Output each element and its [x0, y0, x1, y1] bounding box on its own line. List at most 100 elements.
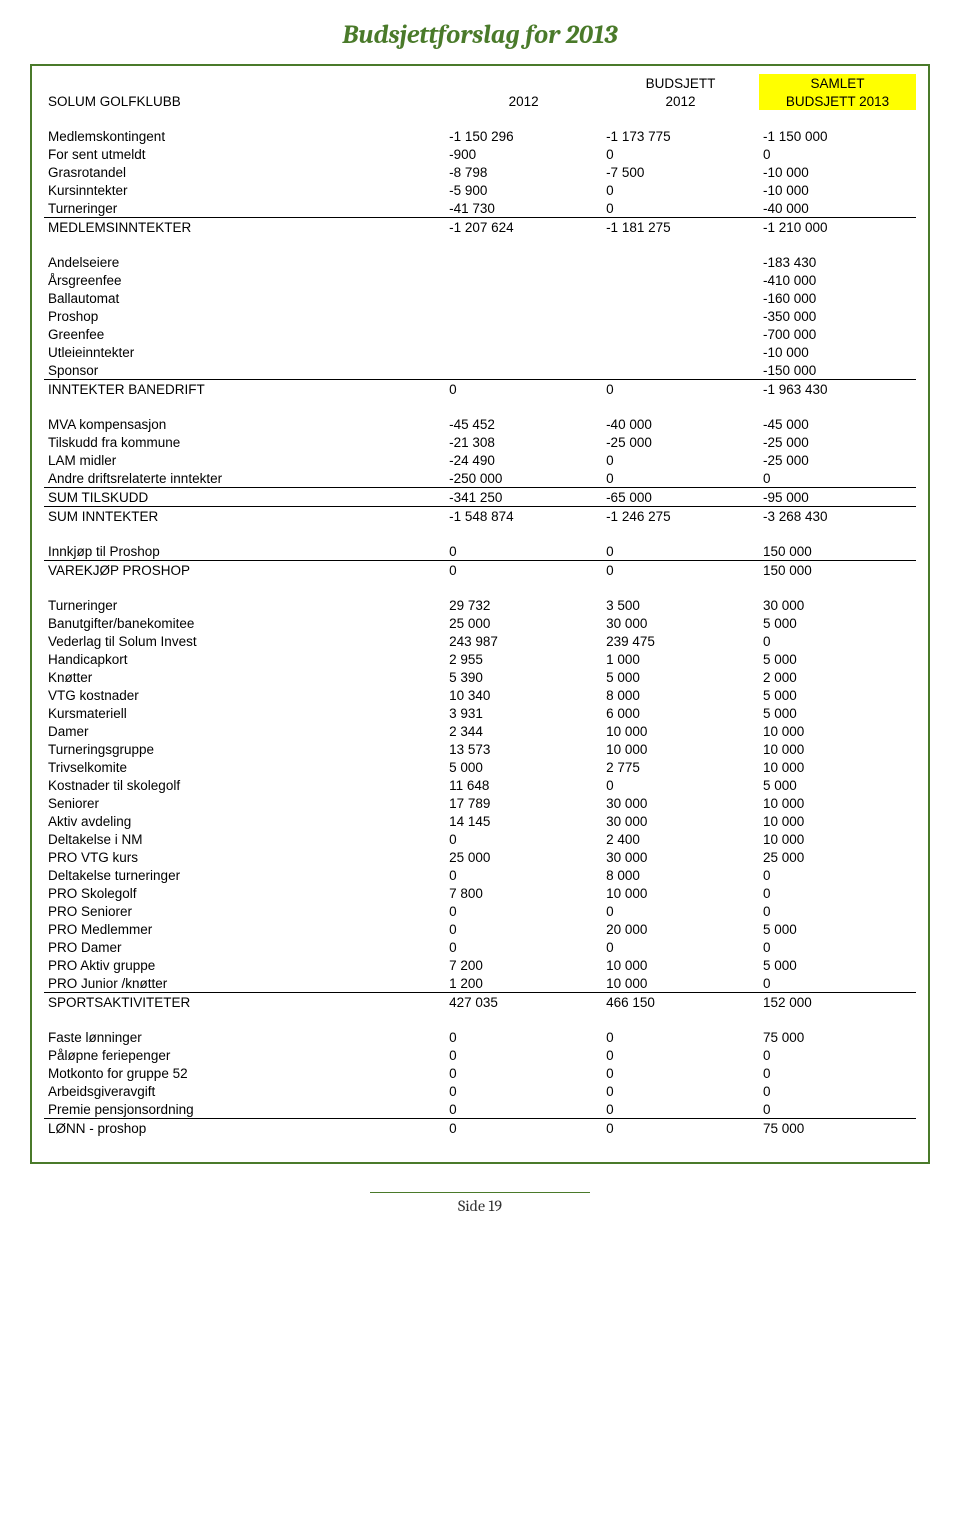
- data-row: PRO Medlemmer020 0005 000: [44, 920, 916, 938]
- cell: 30 000: [602, 794, 759, 812]
- cell: -25 000: [759, 433, 916, 451]
- cell: -1 173 775: [602, 127, 759, 145]
- data-row: PRO Aktiv gruppe7 20010 0005 000: [44, 956, 916, 974]
- cell: Vederlag til Solum Invest: [44, 632, 445, 650]
- cell: 25 000: [445, 848, 602, 866]
- cell: PRO Junior /knøtter: [44, 974, 445, 993]
- cell: SOLUM GOLFKLUBB: [44, 92, 445, 110]
- cell: 427 035: [445, 993, 602, 1012]
- cell: -1 548 874: [445, 507, 602, 526]
- cell: -45 000: [759, 415, 916, 433]
- total-row: VAREKJØP PROSHOP00150 000: [44, 561, 916, 580]
- data-row: Motkonto for gruppe 52000: [44, 1064, 916, 1082]
- cell: 10 000: [759, 794, 916, 812]
- cell: -21 308: [445, 433, 602, 451]
- cell: Kostnader til skolegolf: [44, 776, 445, 794]
- cell: 0: [445, 830, 602, 848]
- cell: Sponsor: [44, 361, 445, 380]
- data-row: Andelseiere-183 430: [44, 253, 916, 271]
- cell: 0: [759, 1064, 916, 1082]
- cell: 10 000: [602, 956, 759, 974]
- cell: 0: [445, 866, 602, 884]
- cell: PRO Skolegolf: [44, 884, 445, 902]
- cell: 5 000: [759, 614, 916, 632]
- cell: 2 955: [445, 650, 602, 668]
- cell: 10 000: [602, 740, 759, 758]
- section-gap: [44, 236, 916, 253]
- cell: 6 000: [602, 704, 759, 722]
- cell: -41 730: [445, 199, 602, 218]
- cell: 8 000: [602, 686, 759, 704]
- cell: Motkonto for gruppe 52: [44, 1064, 445, 1082]
- cell: 152 000: [759, 993, 916, 1012]
- data-row: Medlemskontingent-1 150 296-1 173 775-1 …: [44, 127, 916, 145]
- cell: 30 000: [759, 596, 916, 614]
- page-footer: Side 19: [370, 1192, 590, 1215]
- cell: [445, 361, 602, 380]
- cell: Utleieinntekter: [44, 343, 445, 361]
- data-row: Turneringer-41 7300-40 000: [44, 199, 916, 218]
- cell: 5 000: [759, 650, 916, 668]
- cell: PRO Aktiv gruppe: [44, 956, 445, 974]
- cell: -410 000: [759, 271, 916, 289]
- data-row: Sponsor -150 000: [44, 361, 916, 380]
- cell: PRO Seniorer: [44, 902, 445, 920]
- cell: -3 268 430: [759, 507, 916, 526]
- total-row: INNTEKTER BANEDRIFT00-1 963 430: [44, 380, 916, 399]
- cell: VAREKJØP PROSHOP: [44, 561, 445, 580]
- cell: -10 000: [759, 343, 916, 361]
- cell: 75 000: [759, 1028, 916, 1046]
- section-gap: [44, 110, 916, 127]
- cell: BUDSJETT: [602, 74, 759, 92]
- cell: 10 000: [759, 758, 916, 776]
- cell: 10 000: [602, 884, 759, 902]
- cell: 13 573: [445, 740, 602, 758]
- data-row: PRO Junior /knøtter1 20010 0000: [44, 974, 916, 993]
- cell: Banutgifter/banekomitee: [44, 614, 445, 632]
- data-row: PRO Seniorer000: [44, 902, 916, 920]
- cell: -1 210 000: [759, 218, 916, 237]
- cell: -95 000: [759, 488, 916, 507]
- cell: -1 181 275: [602, 218, 759, 237]
- cell: 0: [602, 199, 759, 218]
- cell: 10 000: [759, 722, 916, 740]
- data-row: Vederlag til Solum Invest243 987239 4750: [44, 632, 916, 650]
- cell: 466 150: [602, 993, 759, 1012]
- cell: -25 000: [759, 451, 916, 469]
- cell: 20 000: [602, 920, 759, 938]
- cell: 0: [602, 902, 759, 920]
- data-row: PRO Skolegolf7 80010 0000: [44, 884, 916, 902]
- cell: 10 000: [759, 740, 916, 758]
- cell: 0: [759, 938, 916, 956]
- budget-table: BUDSJETTSAMLETSOLUM GOLFKLUBB20122012BUD…: [44, 74, 916, 1154]
- cell: 25 000: [759, 848, 916, 866]
- data-row: Utleieinntekter -10 000: [44, 343, 916, 361]
- cell: [445, 307, 602, 325]
- page-title: Budsjettforslag for 2013: [30, 20, 930, 50]
- cell: MVA kompensasjon: [44, 415, 445, 433]
- cell: 0: [445, 561, 602, 580]
- cell: Arbeidsgiveravgift: [44, 1082, 445, 1100]
- cell: 2012: [445, 92, 602, 110]
- data-row: Kursinntekter-5 9000-10 000: [44, 181, 916, 199]
- header-row-2: SOLUM GOLFKLUBB20122012BUDSJETT 2013: [44, 92, 916, 110]
- cell: 0: [445, 1119, 602, 1138]
- cell: [445, 325, 602, 343]
- cell: VTG kostnader: [44, 686, 445, 704]
- cell: 0: [759, 1046, 916, 1064]
- cell: SUM TILSKUDD: [44, 488, 445, 507]
- cell: -1 207 624: [445, 218, 602, 237]
- cell: 0: [602, 469, 759, 488]
- cell: -150 000: [759, 361, 916, 380]
- cell: 3 931: [445, 704, 602, 722]
- cell: 75 000: [759, 1119, 916, 1138]
- cell: 5 390: [445, 668, 602, 686]
- data-row: Andre driftsrelaterte inntekter-250 0000…: [44, 469, 916, 488]
- data-row: PRO VTG kurs25 00030 00025 000: [44, 848, 916, 866]
- cell: Deltakelse i NM: [44, 830, 445, 848]
- data-row: Påløpne feriepenger000: [44, 1046, 916, 1064]
- cell: [445, 253, 602, 271]
- data-row: MVA kompensasjon-45 452-40 000-45 000: [44, 415, 916, 433]
- cell: SPORTSAKTIVITETER: [44, 993, 445, 1012]
- cell: 5 000: [602, 668, 759, 686]
